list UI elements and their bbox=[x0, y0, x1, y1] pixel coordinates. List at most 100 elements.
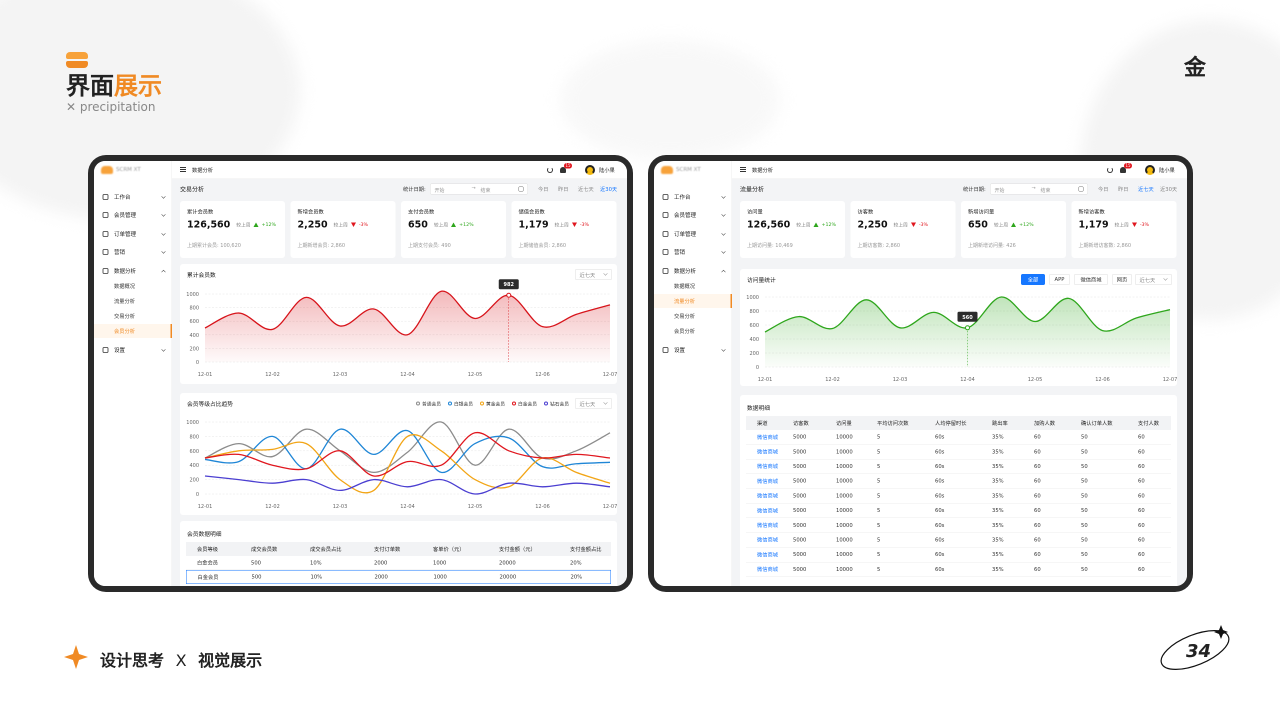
table-cell: 白金会员 bbox=[197, 574, 219, 581]
nav-item[interactable]: 数据分析 bbox=[654, 264, 732, 278]
table-cell[interactable]: 微信商城 bbox=[757, 449, 778, 456]
range-tab[interactable]: 昨日 bbox=[1118, 186, 1129, 193]
bell-icon[interactable] bbox=[1120, 167, 1126, 173]
tooltip-point bbox=[965, 325, 970, 331]
range-tab[interactable]: 近七天 bbox=[1138, 186, 1154, 193]
nav-item[interactable]: 订单管理 bbox=[94, 227, 172, 241]
table-cell[interactable]: 微信商城 bbox=[757, 507, 778, 514]
date-label: 统计日期: bbox=[963, 186, 986, 193]
range-tab[interactable]: 今日 bbox=[1098, 186, 1109, 193]
nav-icon bbox=[662, 249, 669, 255]
page-number-orbit bbox=[1160, 625, 1230, 670]
range-tab[interactable]: 昨日 bbox=[558, 186, 569, 193]
table-cell[interactable]: 微信商城 bbox=[757, 522, 778, 529]
nav-icon bbox=[662, 347, 669, 353]
refresh-icon[interactable] bbox=[1107, 167, 1113, 173]
table-cell: 20000 bbox=[499, 559, 516, 566]
range-tab[interactable]: 近七天 bbox=[578, 186, 594, 193]
kpi-prev: 上期支付会员: 490 bbox=[408, 243, 451, 249]
filter-button[interactable]: 网页 bbox=[1112, 274, 1132, 285]
nav-label: 数据分析 bbox=[114, 268, 136, 275]
table-cell: 50 bbox=[1081, 463, 1088, 470]
kpi-value: 126,560 bbox=[747, 219, 791, 230]
table-cell[interactable]: 微信商城 bbox=[757, 537, 778, 544]
range-dropdown[interactable]: 近七天 bbox=[575, 269, 612, 280]
kpi-row: 2,250 较上周 -3% bbox=[858, 219, 929, 230]
nav-chevron bbox=[161, 347, 166, 352]
table-cell: 60 bbox=[1138, 536, 1145, 543]
table-cell[interactable]: 微信商城 bbox=[757, 493, 778, 500]
table-cell: 5000 bbox=[793, 463, 807, 470]
nav-item[interactable]: 设置 bbox=[94, 343, 172, 357]
kpi-value: 650 bbox=[968, 219, 988, 230]
kpi-prev: 上期储值会员: 2,860 bbox=[518, 243, 567, 249]
y-tick-label: 0 bbox=[196, 360, 199, 366]
kpi-compare: 较上周 bbox=[1114, 222, 1129, 229]
x-tick-label: 12-02 bbox=[265, 504, 280, 510]
table-cell: 5 bbox=[877, 566, 881, 573]
y-tick-label: 200 bbox=[189, 346, 199, 352]
subnav-item[interactable]: 流量分析 bbox=[654, 294, 732, 308]
subnav-item[interactable]: 会员分析 bbox=[94, 324, 172, 338]
subnav-label: 会员分析 bbox=[114, 328, 135, 335]
legend-item: 普通会员 bbox=[415, 400, 441, 407]
table-cell[interactable]: 微信商城 bbox=[757, 566, 778, 573]
table-cell: 5000 bbox=[793, 434, 807, 441]
kpi-prev: 上期访客数: 2,860 bbox=[857, 243, 901, 249]
date-range-input[interactable]: 开始 → 结束 bbox=[990, 183, 1088, 195]
table-cell: 10000 bbox=[836, 478, 853, 485]
subnav-item[interactable]: 数据概况 bbox=[654, 279, 732, 293]
x-tick-label: 12-02 bbox=[265, 372, 280, 378]
user-name: 陆小果 bbox=[1159, 167, 1175, 174]
date-range-input[interactable]: 开始 → 结束 bbox=[430, 183, 528, 195]
refresh-icon[interactable] bbox=[547, 167, 553, 173]
kpi-compare: 较上周 bbox=[333, 222, 348, 229]
legend-item: 白银会员 bbox=[447, 400, 473, 407]
subnav-label: 数据概况 bbox=[674, 283, 695, 290]
nav-item[interactable]: 会员管理 bbox=[654, 208, 732, 222]
nav-item[interactable]: 工作台 bbox=[654, 190, 732, 204]
range-tab[interactable]: 近30天 bbox=[600, 186, 618, 193]
kpi-title: 累计会员数 bbox=[187, 209, 214, 215]
table-cell: 5 bbox=[877, 507, 881, 514]
range-tab[interactable]: 今日 bbox=[538, 186, 549, 193]
range-tab[interactable]: 近30天 bbox=[1160, 186, 1178, 193]
table-cell[interactable]: 微信商城 bbox=[757, 478, 778, 485]
table-cell[interactable]: 微信商城 bbox=[757, 551, 778, 558]
range-dropdown[interactable]: 近七天 bbox=[575, 398, 612, 409]
subnav-item[interactable]: 流量分析 bbox=[94, 294, 172, 308]
bell-icon[interactable] bbox=[560, 167, 566, 173]
nav-item[interactable]: 营销 bbox=[94, 245, 172, 259]
table-cell: 50 bbox=[1081, 536, 1088, 543]
table-cell[interactable]: 微信商城 bbox=[757, 463, 778, 470]
nav-item[interactable]: 设置 bbox=[654, 343, 732, 357]
filter-button[interactable]: APP bbox=[1049, 274, 1070, 285]
x-tick-label: 12-02 bbox=[825, 377, 840, 383]
nav-item[interactable]: 营销 bbox=[654, 245, 732, 259]
subnav-item[interactable]: 交易分析 bbox=[94, 309, 172, 323]
table-cell: 60s bbox=[935, 507, 945, 514]
nav-item[interactable]: 数据分析 bbox=[94, 264, 172, 278]
table-cell[interactable]: 微信商城 bbox=[757, 434, 778, 441]
kpi-prev: 上期访问量: 10,469 bbox=[747, 243, 793, 249]
nav-icon bbox=[102, 194, 109, 200]
nav-item[interactable]: 会员管理 bbox=[94, 208, 172, 222]
date-start: 开始 bbox=[994, 188, 1005, 194]
kpi-title: 新增会员数 bbox=[297, 209, 324, 215]
kpi-card: 新增访客数 1,179 较上周 -3% 上期新增访客数: 2,860 bbox=[1071, 201, 1177, 258]
nav-label: 数据分析 bbox=[674, 268, 696, 275]
x-tick-label: 12-01 bbox=[758, 377, 773, 383]
table-title: 数据明细 bbox=[747, 404, 770, 412]
nav-label: 营销 bbox=[114, 249, 125, 256]
icon-shape bbox=[102, 212, 109, 218]
range-dropdown[interactable]: 近七天 bbox=[1135, 274, 1172, 285]
table-cell: 60s bbox=[935, 463, 945, 470]
filter-button[interactable]: 全部 bbox=[1021, 274, 1045, 285]
subnav-item[interactable]: 会员分析 bbox=[654, 324, 732, 338]
nav-item[interactable]: 订单管理 bbox=[654, 227, 732, 241]
nav-item[interactable]: 工作台 bbox=[94, 190, 172, 204]
filter-button[interactable]: 微信商城 bbox=[1074, 274, 1108, 285]
column-header: 跳出率 bbox=[992, 420, 1008, 427]
subnav-item[interactable]: 数据概况 bbox=[94, 279, 172, 293]
subnav-item[interactable]: 交易分析 bbox=[654, 309, 732, 323]
